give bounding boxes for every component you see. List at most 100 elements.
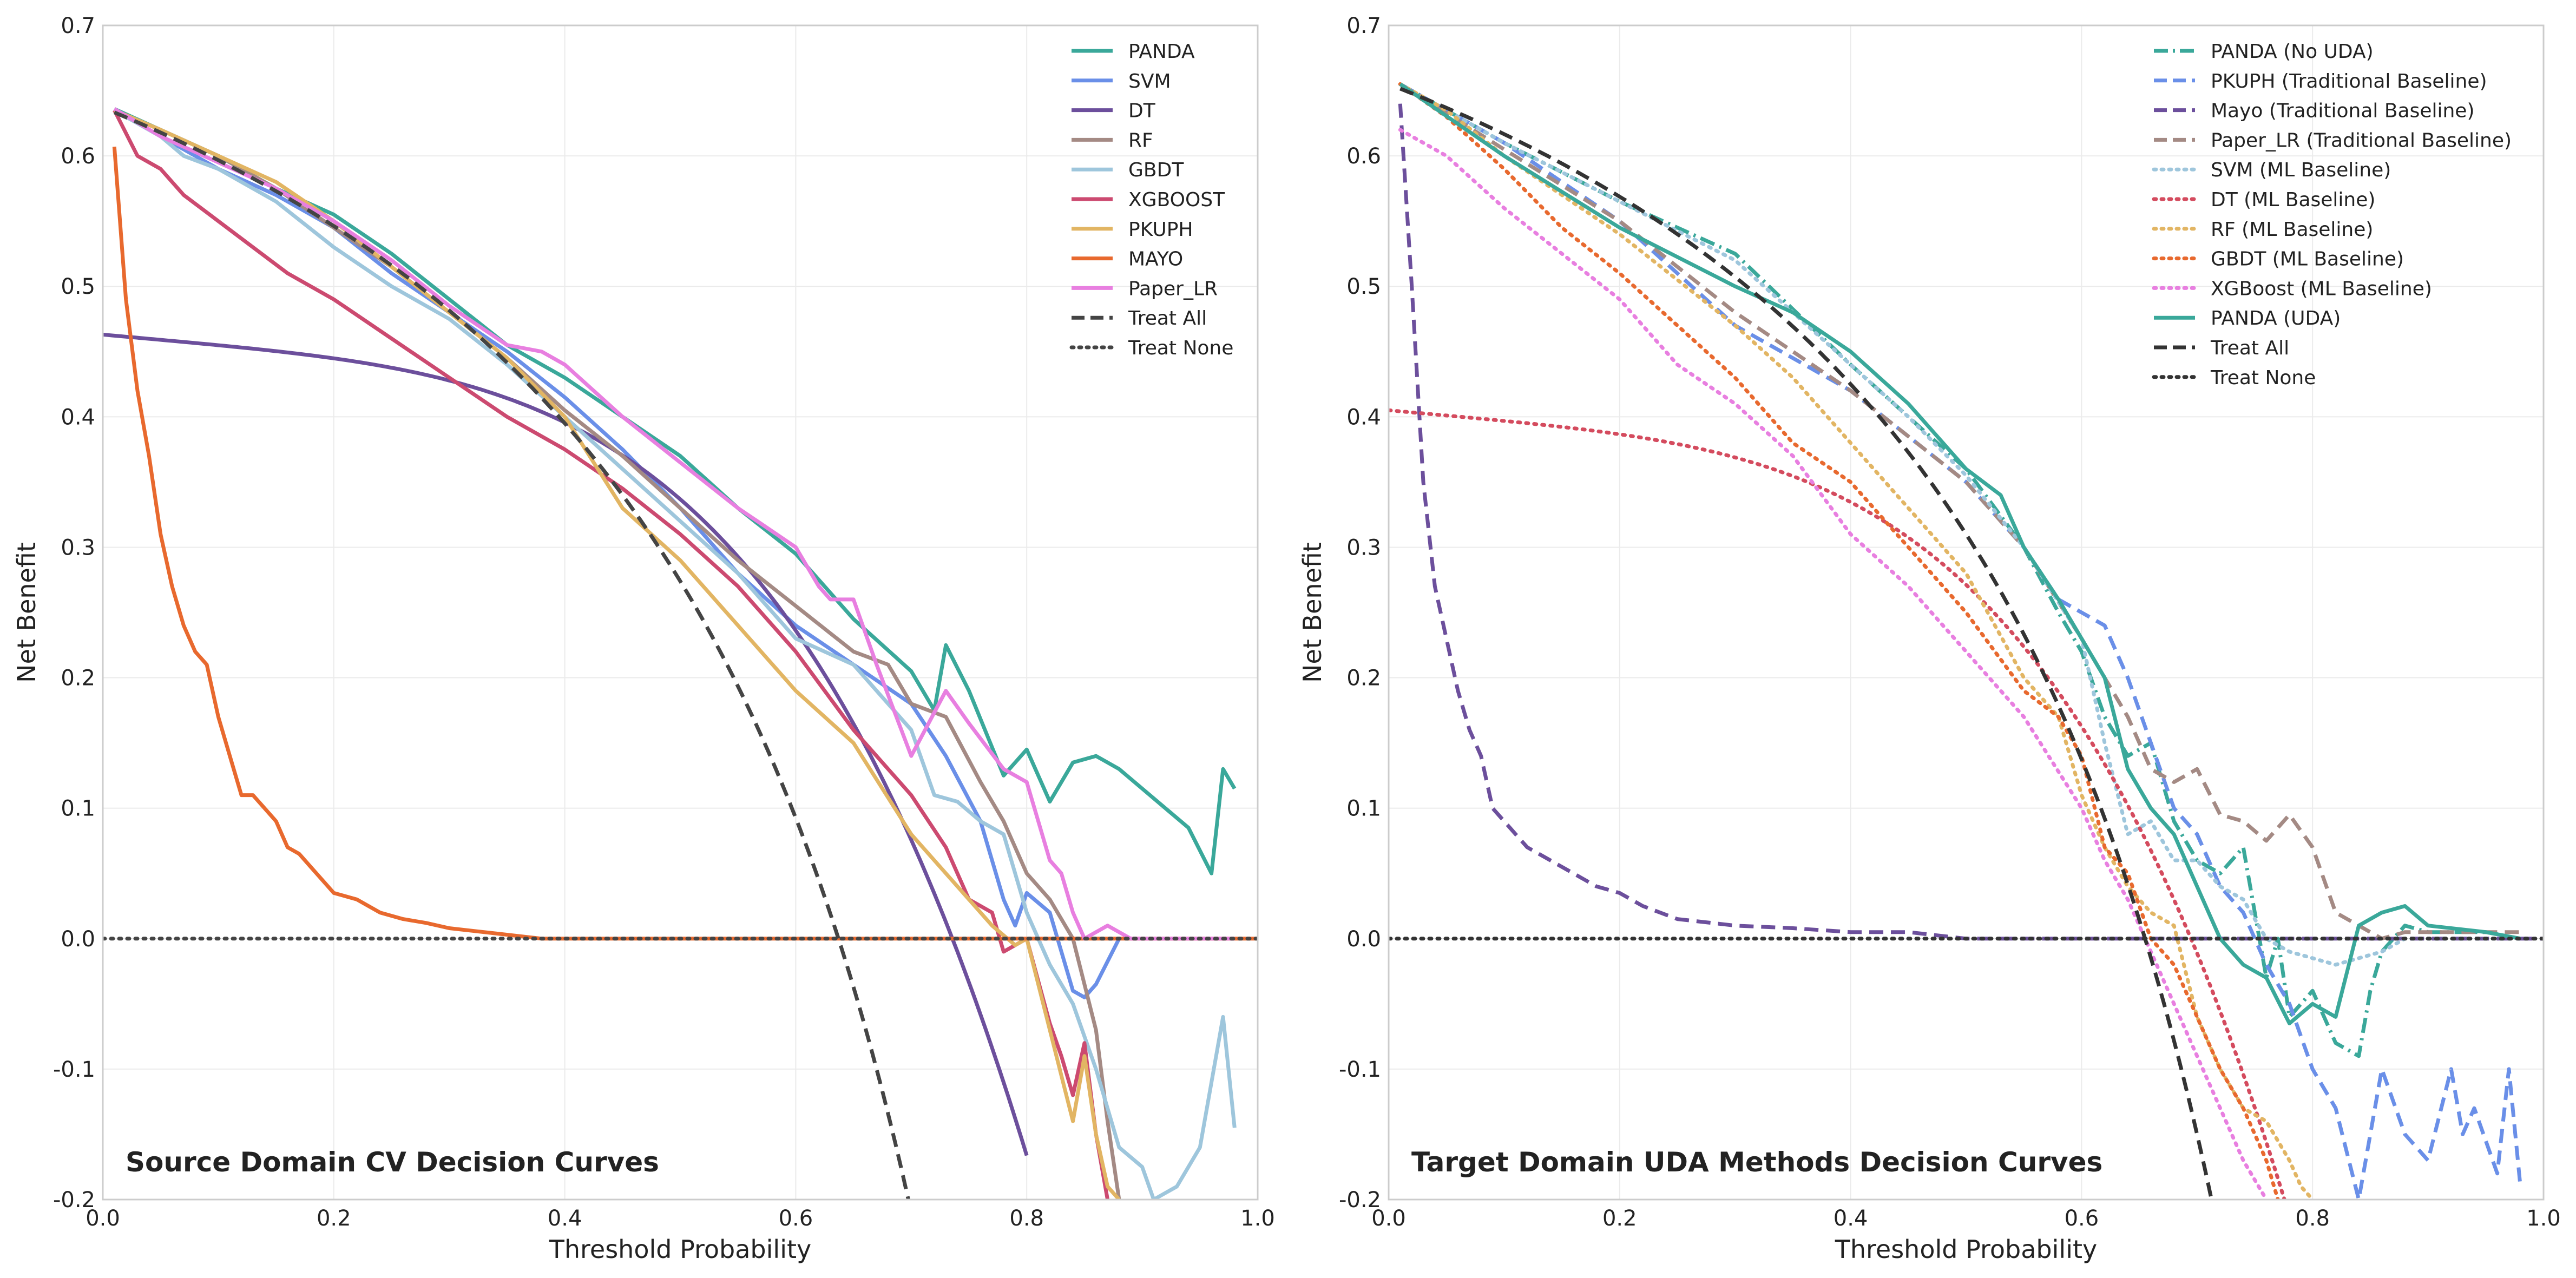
- legend-item: PANDA (No UDA): [2154, 41, 2374, 63]
- x-tick-label: 0.8: [1009, 1206, 1044, 1231]
- y-tick-label: 0.2: [61, 666, 95, 691]
- y-tick-label: 0.5: [1346, 274, 1381, 299]
- series-line-gbdt: [113, 108, 1237, 1200]
- legend-item: GBDT: [1072, 159, 1184, 181]
- legend-label: XGBOOST: [1128, 189, 1225, 211]
- x-tick-label: 0.4: [1834, 1206, 1868, 1231]
- series-line-mayo-traditional-baseline: [1398, 103, 2544, 941]
- legend-item: PKUPH: [1072, 219, 1193, 241]
- legend: PANDA SVM DT RF GBDT XGBOOST PKUPH MAYO Paper_LR…: [1069, 41, 1233, 359]
- legend-label: Paper_LR: [1128, 278, 1218, 300]
- x-tick-label: 0.8: [2295, 1206, 2330, 1231]
- legend-item: Treat All: [2154, 337, 2289, 359]
- legend-label: PANDA (No UDA): [2211, 41, 2374, 63]
- x-tick-label: 0.2: [317, 1206, 351, 1231]
- legend-label: PKUPH (Traditional Baseline): [2211, 70, 2487, 93]
- y-tick-label: 0.6: [61, 144, 95, 169]
- y-tick-label: 0.4: [1346, 405, 1381, 430]
- panel-title: Target Domain UDA Methods Decision Curve…: [1411, 1147, 2102, 1178]
- series-line-paper-lr: [113, 107, 1235, 941]
- y-tick-label: 0.7: [61, 14, 95, 38]
- target-domain-panel: 0.0 0.2 0.4 0.6 0.8 1.0 -0.2 -0.1 0.0 0.1 0.2 0.3 0.…: [1298, 14, 2561, 1264]
- legend-label: PANDA (UDA): [2211, 307, 2341, 330]
- legend-item: Treat None: [1069, 337, 1233, 359]
- y-tick-label: 0.4: [61, 405, 95, 430]
- legend-label: Treat None: [1128, 337, 1233, 359]
- series-lines: [1389, 82, 2544, 1200]
- legend-item: Paper_LR: [1072, 278, 1218, 300]
- y-axis-label: Net Benefit: [1298, 542, 1327, 683]
- x-tick-label: 1.0: [2526, 1206, 2561, 1231]
- series-line-xgboost: [113, 109, 1110, 1200]
- legend-label: RF (ML Baseline): [2211, 219, 2373, 241]
- y-tick-label: 0.1: [1346, 796, 1381, 821]
- plot-frame: [1388, 24, 2545, 1201]
- plot-frame: [102, 24, 1259, 1201]
- legend-item: SVM (ML Baseline): [2152, 159, 2391, 181]
- legend-label: DT: [1128, 100, 1156, 122]
- legend-item: PKUPH (Traditional Baseline): [2154, 70, 2487, 93]
- y-tick-label: -0.2: [53, 1188, 95, 1213]
- x-tick-label: 0.0: [86, 1206, 120, 1231]
- legend-label: DT (ML Baseline): [2211, 189, 2375, 211]
- series-line-pkuph: [113, 108, 1121, 1200]
- y-tick-label: -0.1: [1339, 1057, 1381, 1082]
- x-tick-label: 0.6: [2065, 1206, 2099, 1231]
- series-line-paper-lr-traditional-baseline: [1399, 82, 2521, 941]
- y-tick-label: 0.1: [61, 796, 95, 821]
- series-lines: [103, 107, 1258, 1200]
- series-line-dt-ml-baseline: [1389, 408, 2286, 1200]
- legend-label: Treat All: [2210, 337, 2289, 359]
- series-line-treat-all: [113, 110, 911, 1200]
- legend-item: RF: [1072, 129, 1153, 151]
- series-line-mayo: [112, 146, 1258, 941]
- y-tick-label: 0.2: [1346, 666, 1381, 691]
- y-tick-label: -0.1: [53, 1057, 95, 1082]
- x-tick-label: 0.4: [548, 1206, 582, 1231]
- x-tick-label: 1.0: [1240, 1206, 1275, 1231]
- legend-label: PANDA: [1128, 41, 1195, 63]
- x-axis-label: Threshold Probability: [549, 1235, 811, 1264]
- y-tick-label: 0.3: [61, 535, 95, 560]
- legend-label: MAYO: [1128, 248, 1183, 271]
- legend-label: GBDT: [1128, 159, 1184, 181]
- legend-item: SVM: [1072, 70, 1171, 93]
- legend-label: GBDT (ML Baseline): [2211, 248, 2404, 271]
- x-axis-label: Threshold Probability: [1835, 1235, 2097, 1264]
- legend-item: PANDA: [1072, 41, 1195, 63]
- x-tick-label: 0.0: [1371, 1206, 1406, 1231]
- y-tick-label: 0.6: [1346, 144, 1381, 169]
- legend-label: Paper_LR (Traditional Baseline): [2211, 129, 2512, 151]
- series-line-gbdt-ml-baseline: [1398, 82, 2280, 1200]
- legend-label: PKUPH: [1128, 219, 1193, 241]
- legend-item: MAYO: [1072, 248, 1183, 271]
- series-line-rf-ml-baseline: [1398, 82, 2315, 1200]
- legend: PANDA (No UDA) PKUPH (Traditional Baselin…: [2152, 41, 2512, 389]
- legend-item: Treat All: [1072, 307, 1207, 330]
- source-domain-panel: 0.0 0.2 0.4 0.6 0.8 1.0 -0.2 -0.1 0.0 0.1 0.2 0.3 0.…: [12, 14, 1275, 1264]
- series-line-svm-ml-baseline: [1398, 82, 2522, 967]
- y-tick-label: 0.7: [1346, 14, 1381, 38]
- series-line-panda-uda: [1399, 82, 2521, 1025]
- y-tick-label: 0.0: [1346, 927, 1381, 952]
- y-tick-label: -0.2: [1339, 1188, 1381, 1213]
- panel-title: Source Domain CV Decision Curves: [126, 1147, 659, 1178]
- legend-item: Mayo (Traditional Baseline): [2154, 100, 2475, 122]
- series-line-panda: [113, 107, 1237, 875]
- legend-item: XGBOOST: [1072, 189, 1225, 211]
- series-line-xgboost-ml-baseline: [1398, 128, 2269, 1200]
- legend-item: RF (ML Baseline): [2152, 219, 2373, 241]
- legend-label: Mayo (Traditional Baseline): [2211, 100, 2475, 122]
- y-tick-label: 0.3: [1346, 535, 1381, 560]
- legend-label: Treat None: [2210, 367, 2316, 389]
- legend-item: GBDT (ML Baseline): [2152, 248, 2404, 271]
- x-tick-label: 0.6: [779, 1206, 813, 1231]
- x-tick-label: 0.2: [1602, 1206, 1637, 1231]
- legend-item: DT (ML Baseline): [2152, 189, 2375, 211]
- series-line-treat-all: [1399, 87, 2214, 1200]
- legend-item: DT: [1072, 100, 1156, 122]
- legend-item: PANDA (UDA): [2154, 307, 2341, 330]
- series-line-pkuph-traditional-baseline: [1399, 82, 2522, 1200]
- legend-label: XGBoost (ML Baseline): [2211, 278, 2432, 300]
